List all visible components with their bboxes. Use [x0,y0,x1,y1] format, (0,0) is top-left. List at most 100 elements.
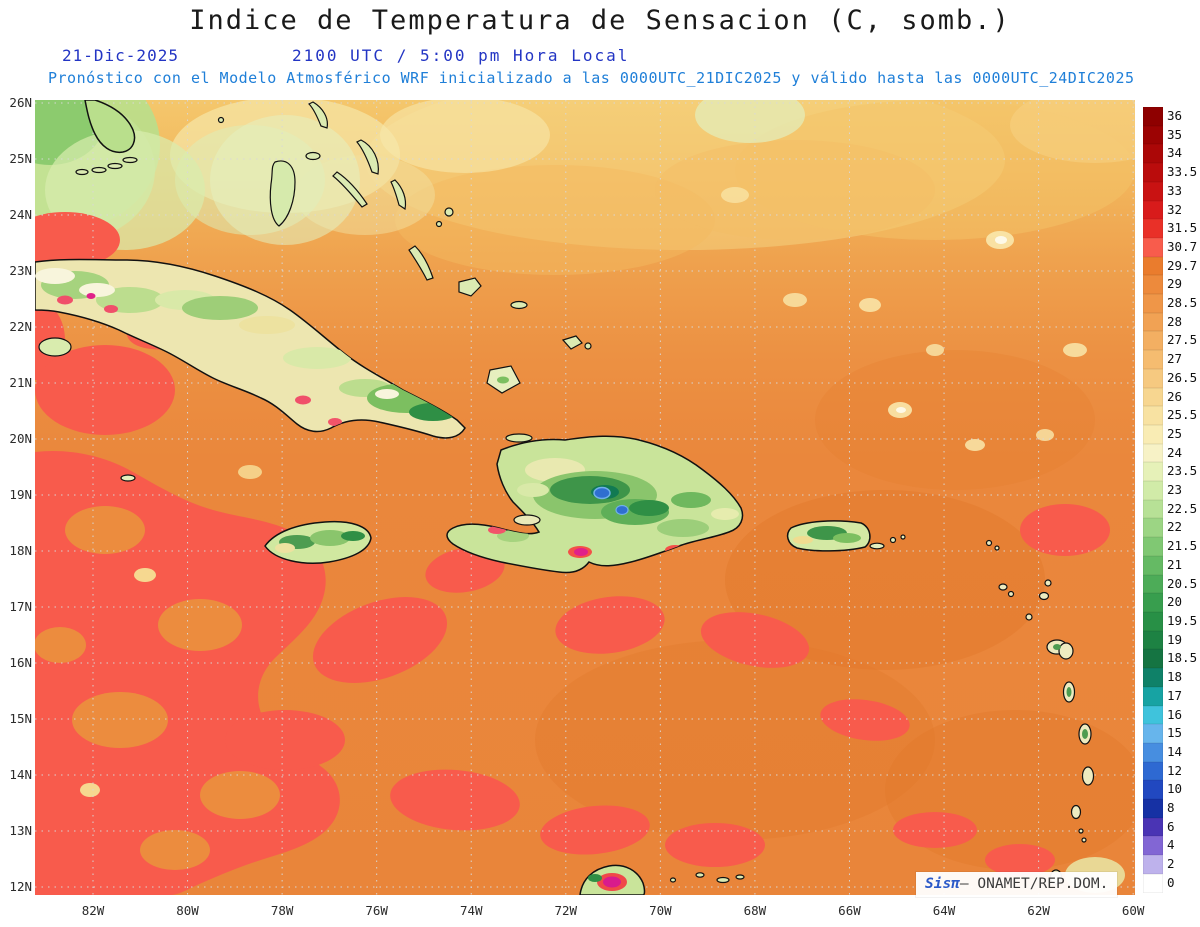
colorbar-swatch [1143,424,1163,444]
colorbar-entry: 6 [1143,817,1199,837]
colorbar-swatch [1143,817,1163,837]
lon-axis-label: 76W [365,903,388,918]
colorbar-entry: 20.5 [1143,574,1199,594]
cuba-island [35,258,466,482]
colorbar-value: 33.5 [1167,164,1198,180]
colorbar-entry: 23.5 [1143,462,1199,482]
colorbar-swatch [1143,125,1163,145]
lon-axis-label: 80W [176,903,199,918]
colorbar-value: 24 [1167,444,1183,460]
gonave-island [513,514,541,526]
colorbar-value: 18 [1167,669,1183,685]
colorbar-entry: 8 [1143,799,1199,818]
colorbar-entry: 32 [1143,200,1199,220]
colorbar-entry: 2 [1143,855,1199,874]
colorbar-value: 17 [1167,687,1183,703]
colorbar-swatch [1143,724,1163,743]
watermark-text: – ONAMET/REP.DOM. [959,876,1109,892]
cayman-island [120,474,136,482]
colorbar-value: 25 [1167,425,1183,441]
colorbar-entry: 29.7 [1143,256,1199,276]
colorbar-value: 23.5 [1167,463,1198,479]
colorbar-value: 15 [1167,725,1183,741]
colorbar-swatch [1143,481,1163,500]
lon-axis-label: 70W [649,903,672,918]
colorbar-value: 28.5 [1167,295,1198,311]
colorbar-entry: 35 [1143,125,1199,145]
colorbar-value: 32 [1167,201,1183,217]
coastlines-islands [35,100,1095,895]
colorbar-value: 14 [1167,743,1183,759]
colorbar-entry: 33.5 [1143,163,1199,182]
lat-axis-label: 25N [9,151,32,166]
colorbar-value: 12 [1167,762,1183,778]
colorbar-value: 36 [1167,108,1183,123]
colorbar-entry: 27 [1143,350,1199,369]
lon-axis-label: 64W [932,903,956,918]
colorbar-entry: 26 [1143,387,1199,407]
lat-axis-label: 12N [9,879,32,894]
colorbar-swatch [1143,705,1163,725]
colorbar-swatch [1143,406,1163,425]
colorbar-value: 26 [1167,388,1183,404]
colorbar-value: 29 [1167,276,1183,292]
colorbar-value: 18.5 [1167,650,1198,666]
colorbar-entry: 25.5 [1143,406,1199,425]
colorbar-swatch [1143,630,1163,650]
cold-spot [593,486,611,500]
colorbar-entry: 33 [1143,181,1199,201]
colorbar-value: 21.5 [1167,538,1198,554]
colorbar-value: 19 [1167,631,1183,647]
lat-axis-label: 24N [9,207,32,222]
colorbar-value: 27.5 [1167,332,1198,348]
colorbar-value: 30.7 [1167,238,1198,254]
colorbar-swatch [1143,275,1163,295]
colorbar-swatch [1143,649,1163,669]
colorbar-swatch [1143,742,1163,762]
colorbar-swatch [1143,368,1163,388]
colorbar-value: 31.5 [1167,220,1198,236]
colorbar-value: 4 [1167,837,1175,853]
lat-axis-label: 23N [9,263,32,278]
lat-axis-label: 13N [9,823,32,838]
colorbar-entry: 27.5 [1143,331,1199,351]
page-title: Indice de Temperatura de Sensacion (C, s… [189,5,1011,36]
colorbar-swatch [1143,200,1163,220]
lat-axis-label: 16N [9,655,32,670]
colorbar-value: 23 [1167,482,1183,498]
colorbar-swatch [1143,593,1163,612]
colorbar-entry: 18 [1143,668,1199,687]
colorbar-entry: 31.5 [1143,219,1199,238]
colorbar-entry: 18.5 [1143,649,1199,669]
colorbar-swatch [1143,518,1163,538]
colorbar-value: 33 [1167,182,1183,198]
colorbar-entry: 23 [1143,481,1199,500]
colorbar-value: 0 [1167,874,1175,890]
colorbar-entry: 36 [1143,107,1199,126]
colorbar-swatch [1143,163,1163,182]
colorbar-value: 6 [1167,818,1175,834]
sea-layer [35,100,1135,895]
colorbar-entry: 16 [1143,705,1199,725]
colorbar-entry: 17 [1143,686,1199,706]
colorbar-swatch [1143,294,1163,313]
colorbar-swatch [1143,107,1163,126]
colorbar-entry: 10 [1143,780,1199,800]
lat-axis-label: 21N [9,375,32,390]
lat-axis-label: 14N [9,767,32,782]
cold-spot [615,504,629,516]
lat-axis-label: 15N [9,711,32,726]
lat-axis-label: 20N [9,431,32,446]
colorbar-swatch [1143,855,1163,874]
lat-axis-label: 26N [9,95,32,110]
colorbar-entry: 15 [1143,724,1199,743]
colorbar-entry: 34 [1143,144,1199,164]
colorbar-swatch [1143,144,1163,164]
valid-time-label: 2100 UTC / 5:00 pm Hora Local [292,46,630,65]
colorbar-swatch [1143,799,1163,818]
colorbar-swatch [1143,686,1163,706]
colorbar-value: 28 [1167,313,1183,329]
colorbar-entry: 19.5 [1143,611,1199,631]
colorbar-entry: 30.7 [1143,237,1199,257]
colorbar-swatch [1143,537,1163,556]
